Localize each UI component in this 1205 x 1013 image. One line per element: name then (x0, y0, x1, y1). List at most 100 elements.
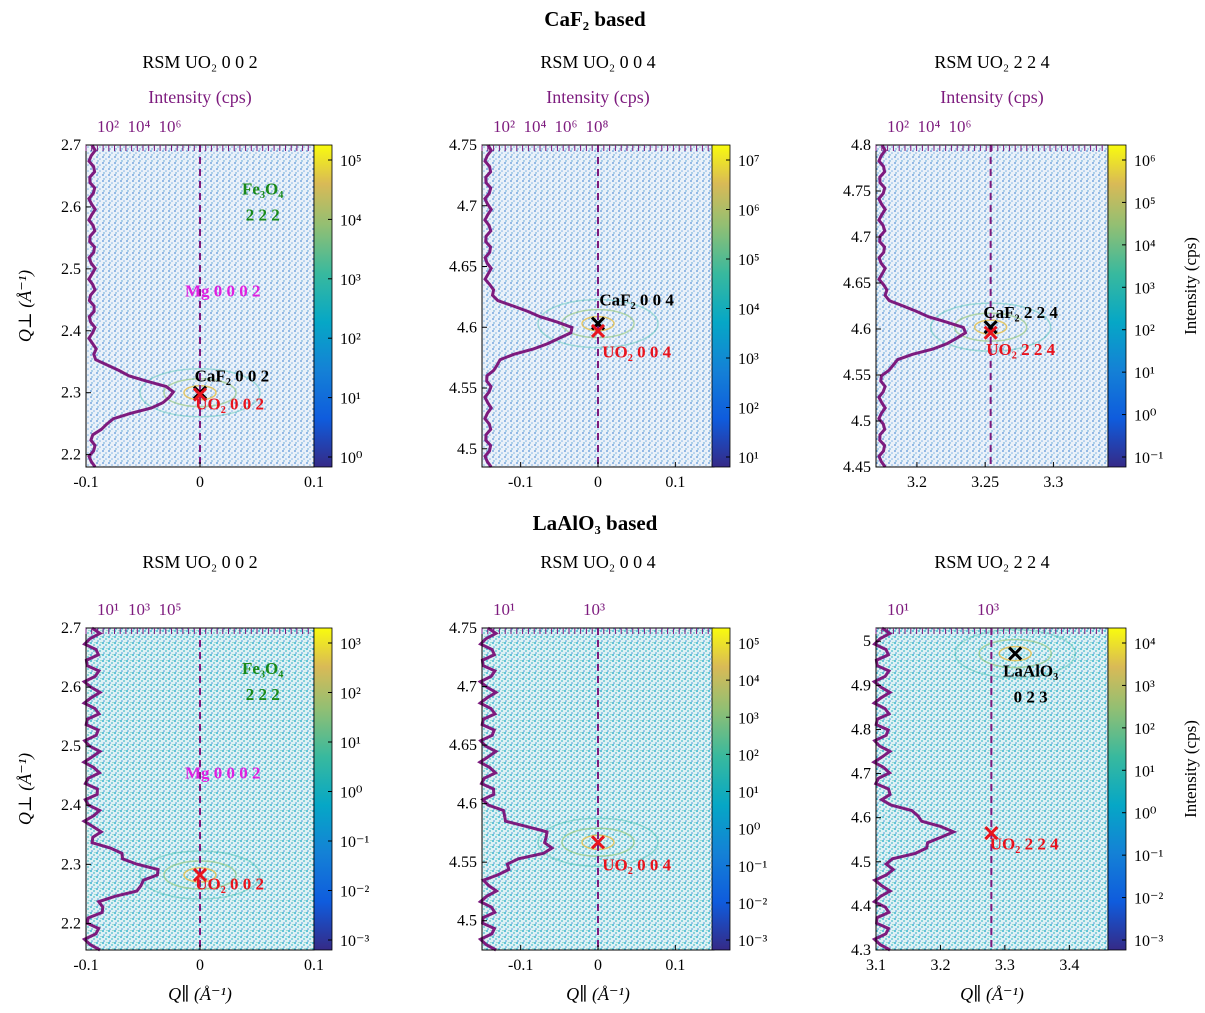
contour-ring (978, 638, 1052, 669)
intensity-profile-line (871, 626, 958, 952)
peak-annotation: UO₂ 0 0 2 (195, 875, 264, 894)
top-axis-label: Intensity (cps) (940, 87, 1043, 108)
contour-ring (998, 645, 1032, 662)
colorbar-tick-label: 10¹ (340, 391, 361, 408)
x-tick-label: -0.1 (508, 474, 533, 491)
peak-annotation: UO₂ 2 2 4 (986, 340, 1055, 359)
intensity-profile-line (81, 626, 160, 952)
top-tick-label: 10⁶ (159, 117, 182, 136)
y-tick-label: 4.4 (851, 898, 871, 915)
top-tick-label: 10⁴ (128, 117, 151, 136)
colorbar-tick-label: 10³ (340, 272, 361, 289)
top-tick-label: 10² (493, 117, 515, 136)
colorbar-tick-label: 10² (738, 747, 759, 764)
x-tick-label: 0 (594, 474, 602, 491)
y-tick-label: 2.3 (61, 385, 81, 402)
top-tick-label: 10² (887, 117, 909, 136)
peak-annotation: CaF₂ 2 2 4 (983, 303, 1058, 322)
colorbar-tick-label: 10⁵ (1134, 195, 1156, 212)
panel-3: 3.2 3.25 3.3 4.45 4.5 4.55 4.6 4.65 4.7 4.75 4.8 RS… (843, 52, 1200, 491)
y-tick-label: 2.6 (61, 679, 81, 696)
colorbar-tick-label: 10² (340, 686, 361, 703)
panel-title: RSM UO₂ 0 0 4 (540, 552, 655, 572)
panel-title: RSM UO₂ 2 2 4 (934, 52, 1049, 72)
y-tick-label: 2.7 (61, 620, 81, 637)
colorbar-tick-label: 10³ (738, 351, 759, 368)
peak-marker (192, 387, 208, 402)
x-tick-label: 0 (196, 474, 204, 491)
y-tick-label: 4.65 (843, 275, 871, 292)
colorbar-tick-label: 10¹ (738, 450, 759, 467)
colorbar-tick-label: 10² (1134, 721, 1155, 738)
panel-title: RSM UO₂ 0 0 2 (142, 52, 257, 72)
panel-4: -0.1 0 0.1 2.2 2.3 2.4 2.5 2.6 2.7 RSM UO₂ 0 0 2 1… (15, 552, 369, 1005)
group-title-laalo3: LaAlO₃ based (533, 511, 658, 535)
colorbar-tick-label: 10⁶ (1134, 153, 1156, 170)
colorbar-tick-label: 10⁻³ (340, 933, 369, 950)
colorbar-tick-label: 10⁻² (738, 896, 767, 913)
panel-title: RSM UO₂ 2 2 4 (934, 552, 1049, 572)
peak-annotation: Mg 0 0 0 2 (185, 764, 261, 783)
y-tick-label: 4.7 (851, 766, 871, 783)
x-tick-label: 0 (196, 957, 204, 974)
colorbar-tick-label: 10¹ (738, 785, 759, 802)
colorbar-tick-label: 10⁵ (738, 636, 760, 653)
y-tick-label: 4.5 (851, 413, 871, 430)
y-tick-label: 4.75 (449, 137, 477, 154)
colorbar-tick-label: 10⁷ (738, 153, 760, 170)
colorbar-tick-label: 10⁻³ (1134, 933, 1163, 950)
peak-annotation: Mg 0 0 0 2 (185, 282, 261, 301)
colorbar-tick-label: 10² (1134, 323, 1155, 340)
top-axis-label: Intensity (cps) (148, 87, 251, 108)
y-tick-label: 4.7 (851, 229, 871, 246)
y-tick-label: 4.5 (851, 854, 871, 871)
intensity-profile-line (86, 144, 176, 468)
x-tick-label: 0.1 (665, 957, 685, 974)
marker-stroke (1008, 646, 1023, 661)
peak-annotation: 2 2 2 (246, 206, 280, 225)
y-tick-label: 4.3 (851, 942, 871, 959)
panel-6: 3.1 3.2 3.3 3.4 4.3 4.4 4.5 4.6 4.7 4.8 4.9 5 RSM UO… (851, 552, 1200, 1005)
colorbar-label: Intensity (cps) (1181, 237, 1200, 335)
top-tick-label: 10⁶ (555, 117, 578, 136)
intensity-profile-line (483, 144, 574, 468)
colorbar-label: Intensity (cps) (1181, 720, 1200, 818)
x-axis-label: Q∥ (Å⁻¹) (960, 984, 1024, 1005)
y-tick-label: 4.6 (851, 810, 871, 827)
marker-stroke (984, 826, 999, 841)
y-tick-label: 4.7 (457, 679, 477, 696)
y-tick-label: 4.9 (851, 677, 871, 694)
x-axis-label: Q∥ (Å⁻¹) (566, 984, 630, 1005)
y-tick-label: 2.4 (61, 797, 81, 814)
panel-title: RSM UO₂ 0 0 4 (540, 52, 655, 72)
peak-marker (192, 867, 208, 883)
colorbar-tick-label: 10³ (738, 710, 759, 727)
y-tick-label: 2.5 (61, 738, 81, 755)
x-tick-label: 3.4 (1059, 957, 1079, 974)
colorbar-tick-label: 10⁻¹ (1134, 450, 1163, 467)
peak-annotation: LaAlO₃ (1003, 662, 1058, 681)
y-tick-label: 4.55 (449, 380, 477, 397)
panels: -0.1 0 0.1 2.2 2.3 2.4 2.5 2.6 2.7 RSM UO₂ 0 0 2 I… (15, 52, 1200, 1005)
colorbar-tick-label: 10⁰ (1134, 806, 1156, 823)
top-tick-label: 10⁶ (949, 117, 972, 136)
y-tick-label: 4.55 (449, 854, 477, 871)
colorbar (711, 627, 731, 951)
top-tick-label: 10⁵ (159, 600, 182, 619)
peak-annotation: UO₂ 0 0 4 (602, 855, 671, 874)
x-tick-label: 0.1 (665, 474, 685, 491)
colorbar-tick-label: 10¹ (1134, 365, 1155, 382)
colorbar-tick-label: 10⁵ (738, 252, 760, 269)
y-tick-label: 4.5 (457, 441, 477, 458)
x-tick-label: -0.1 (508, 957, 533, 974)
colorbar-tick-label: 10⁻² (1134, 891, 1163, 908)
y-tick-label: 2.7 (61, 137, 81, 154)
colorbar-tick-label: 10³ (1134, 280, 1155, 297)
colorbar (313, 627, 333, 951)
contour-ring (537, 298, 659, 349)
top-tick-label: 10⁸ (586, 117, 609, 136)
colorbar (1107, 144, 1127, 468)
colorbar-tick-label: 10⁴ (738, 673, 760, 690)
y-tick-label: 4.6 (457, 796, 477, 813)
